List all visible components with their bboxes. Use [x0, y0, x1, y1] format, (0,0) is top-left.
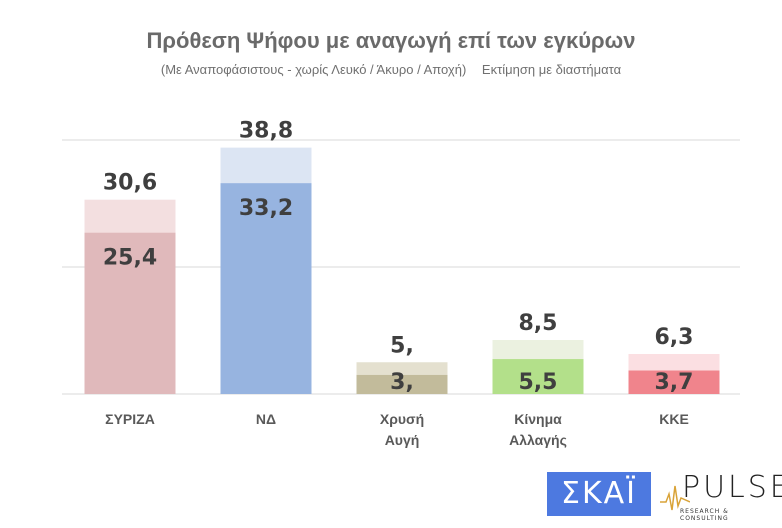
x-tick-label: Χρυσή — [380, 411, 424, 427]
x-tick-label: ΣΥΡΙΖΑ — [105, 411, 155, 427]
data-label-lower: 25,4 — [103, 246, 157, 271]
data-label-upper: 38,8 — [239, 119, 293, 144]
data-label-lower: 5,5 — [519, 370, 558, 395]
x-tick-label: Κίνημα — [514, 411, 562, 427]
subtitle-part: Εκτίμηση με διαστήματα — [481, 62, 622, 77]
data-label-lower: 3,7 — [655, 370, 694, 395]
data-label-upper: 5, — [390, 333, 414, 358]
bar-lower-estimate — [84, 232, 176, 394]
bar-lower-estimate — [492, 359, 584, 394]
data-label-lower: 3, — [390, 370, 414, 395]
chart-subtitle: (Με Αναποφάσιστους - χωρίς Λευκό / Άκυρο… — [0, 62, 782, 77]
chart-title: Πρόθεση Ψήφου με αναγωγή επί των εγκύρων — [146, 28, 636, 53]
x-tick-label: Αυγή — [385, 432, 420, 448]
bar-lower-estimate — [356, 374, 448, 394]
data-label-upper: 6,3 — [655, 325, 694, 350]
data-label-upper: 8,5 — [519, 311, 558, 336]
x-tick-label: Αλλαγής — [509, 432, 567, 448]
x-tick-label: ΝΔ — [256, 411, 276, 427]
bar-lower-estimate — [220, 183, 312, 394]
bar-lower-estimate — [628, 370, 720, 394]
data-label-lower: 33,2 — [239, 196, 293, 221]
pulse-wave-icon — [660, 485, 690, 511]
pulse-logo: PULSE RESEARCH & CONSULTING — [660, 470, 782, 522]
data-label-upper: 30,6 — [103, 171, 157, 196]
subtitle-part: (Με Αναποφάσιστους - χωρίς Λευκό / Άκυρο… — [160, 62, 467, 77]
skai-logo: ΣΚΑΪ — [547, 472, 651, 516]
x-tick-label: ΚΚΕ — [659, 411, 689, 427]
